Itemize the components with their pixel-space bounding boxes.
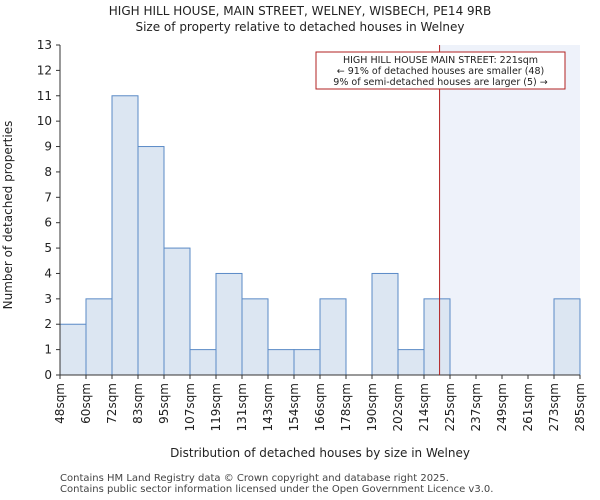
y-tick-label: 8 (44, 165, 52, 179)
y-tick-label: 10 (37, 114, 52, 128)
bar (371, 272, 399, 376)
bar (293, 349, 321, 376)
bar (319, 298, 347, 376)
chart-title: HIGH HILL HOUSE, MAIN STREET, WELNEY, WI… (109, 4, 491, 18)
x-axis-label: Distribution of detached houses by size … (170, 446, 470, 460)
x-tick-label: 48sqm (53, 383, 67, 424)
y-tick-label: 2 (44, 317, 52, 331)
y-tick-label: 9 (44, 140, 52, 154)
x-tick-label: 95sqm (157, 383, 171, 424)
x-tick-label: 190sqm (365, 383, 379, 431)
x-tick-label: 107sqm (183, 383, 197, 431)
y-tick-label: 11 (37, 89, 52, 103)
x-tick-label: 285sqm (573, 383, 587, 431)
y-tick-label: 12 (37, 63, 52, 77)
x-tick-label: 261sqm (521, 383, 535, 431)
annotation-line: ← 91% of detached houses are smaller (48… (337, 66, 544, 77)
x-tick-label: 214sqm (417, 383, 431, 431)
y-tick-label: 0 (44, 368, 52, 382)
x-tick-label: 154sqm (287, 383, 301, 431)
y-tick-label: 6 (44, 216, 52, 230)
y-tick-label: 4 (44, 266, 52, 280)
x-tick-label: 249sqm (495, 383, 509, 431)
x-tick-label: 143sqm (261, 383, 275, 431)
y-tick-label: 13 (37, 38, 52, 52)
bar (241, 298, 269, 376)
x-tick-label: 166sqm (313, 383, 327, 431)
bar (163, 247, 191, 376)
x-tick-label: 60sqm (79, 383, 93, 424)
bar (267, 349, 295, 376)
annotation-box (315, 51, 566, 90)
x-tick-label: 225sqm (443, 383, 457, 431)
bar (553, 298, 581, 376)
footer-licence: Contains public sector information licen… (60, 484, 494, 495)
bar (189, 349, 217, 376)
footer-copyright: Contains HM Land Registry data © Crown c… (60, 473, 449, 484)
bar (397, 349, 425, 376)
x-tick-label: 72sqm (105, 383, 119, 424)
x-tick-label: 273sqm (547, 383, 561, 431)
y-tick-label: 7 (44, 190, 52, 204)
annotation-line: HIGH HILL HOUSE MAIN STREET: 221sqm (343, 55, 538, 66)
bar (137, 146, 165, 376)
bar (111, 95, 139, 376)
y-tick-label: 3 (44, 292, 52, 306)
y-tick-label: 5 (44, 241, 52, 255)
x-tick-label: 119sqm (209, 383, 223, 431)
bar (423, 298, 451, 376)
x-tick-label: 131sqm (235, 383, 249, 431)
y-axis-label: Number of detached properties (1, 121, 15, 310)
bar (59, 323, 87, 376)
x-tick-label: 178sqm (339, 383, 353, 431)
x-tick-label: 237sqm (469, 383, 483, 431)
bar (215, 272, 243, 376)
chart-subtitle: Size of property relative to detached ho… (135, 20, 464, 34)
annotation-line: 9% of semi-detached houses are larger (5… (333, 77, 547, 88)
x-tick-label: 202sqm (391, 383, 405, 431)
x-tick-label: 83sqm (131, 383, 145, 424)
y-tick-label: 1 (44, 343, 52, 357)
bar (85, 298, 113, 376)
